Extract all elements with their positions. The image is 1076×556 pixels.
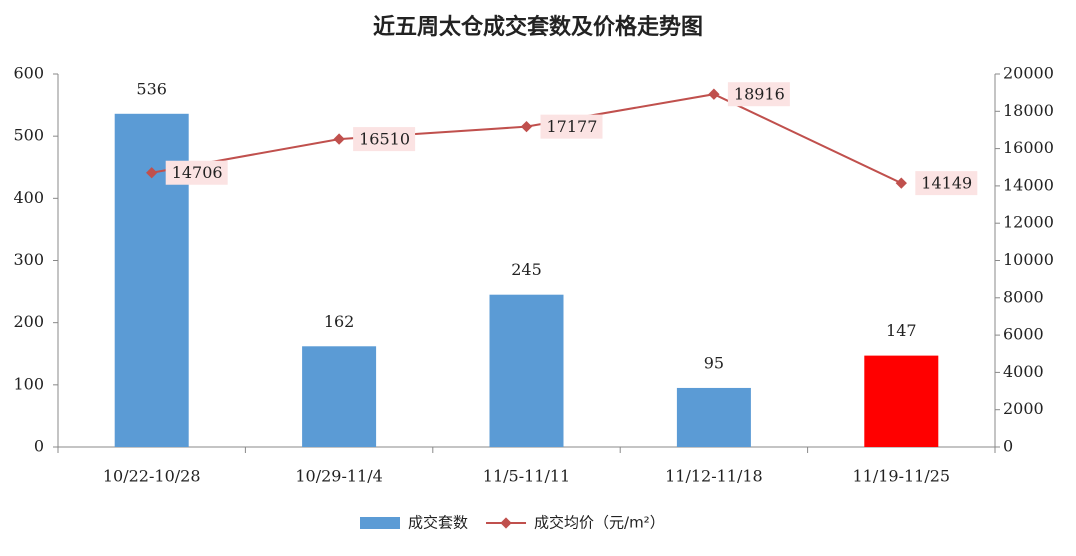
marker	[708, 88, 720, 100]
line-value-label: 17177	[547, 117, 598, 136]
value-label-bg	[540, 114, 603, 139]
bar-value-label: 536	[136, 79, 167, 98]
y2-tick-label: 0	[1003, 437, 1013, 456]
chart-title: 近五周太仓成交套数及价格走势图	[373, 14, 703, 40]
y2-tick-label: 4000	[1003, 362, 1044, 381]
bar	[489, 294, 564, 447]
marker	[520, 120, 533, 133]
y-tick-label: 100	[13, 374, 44, 393]
y-tick-label: 400	[13, 188, 44, 207]
bar-value-label: 245	[511, 260, 542, 279]
bar	[302, 346, 377, 447]
y2-tick-label: 6000	[1003, 325, 1044, 344]
x-tick-label: 10/22-10/28	[103, 467, 201, 486]
y-tick-label: 500	[13, 126, 44, 145]
line-value-label: 14706	[172, 163, 223, 182]
bar-value-label: 162	[324, 312, 355, 331]
line-value-label: 14149	[921, 174, 972, 193]
y-tick-label: 0	[34, 437, 44, 456]
y2-tick-label: 14000	[1003, 175, 1054, 194]
legend-label: 成交均价（元/m²）	[534, 514, 665, 532]
line	[151, 93, 902, 185]
bar-value-label: 147	[886, 321, 917, 340]
marker	[146, 167, 158, 179]
legend-marker	[500, 517, 512, 529]
value-label-bg	[727, 82, 790, 107]
line-value-label: 18916	[734, 85, 785, 104]
legend-swatch	[360, 517, 400, 529]
y-tick-label: 300	[13, 250, 44, 269]
y2-tick-label: 20000	[1003, 64, 1054, 83]
bar	[676, 387, 751, 447]
y2-tick-label: 18000	[1003, 101, 1054, 120]
value-label-bg	[165, 160, 228, 185]
y2-tick-label: 8000	[1003, 287, 1044, 306]
marker	[333, 133, 345, 145]
bar	[864, 355, 939, 447]
line-value-label: 16510	[359, 130, 410, 149]
x-tick-label: 10/29-11/4	[295, 467, 382, 486]
y2-tick-label: 2000	[1003, 399, 1044, 418]
x-tick-label: 11/19-11/25	[852, 467, 950, 486]
y2-tick-label: 12000	[1003, 213, 1054, 232]
marker	[895, 177, 907, 189]
value-label-bg	[353, 127, 416, 152]
legend-label: 成交套数	[408, 514, 468, 532]
y-tick-label: 600	[13, 64, 44, 83]
x-tick-label: 11/12-11/18	[665, 467, 763, 486]
x-tick-label: 11/5-11/11	[483, 467, 570, 486]
y2-tick-label: 16000	[1003, 138, 1054, 157]
y-tick-label: 200	[13, 312, 44, 331]
y2-tick-label: 10000	[1003, 250, 1054, 269]
bar-value-label: 95	[704, 353, 724, 372]
value-label-bg	[915, 171, 978, 196]
